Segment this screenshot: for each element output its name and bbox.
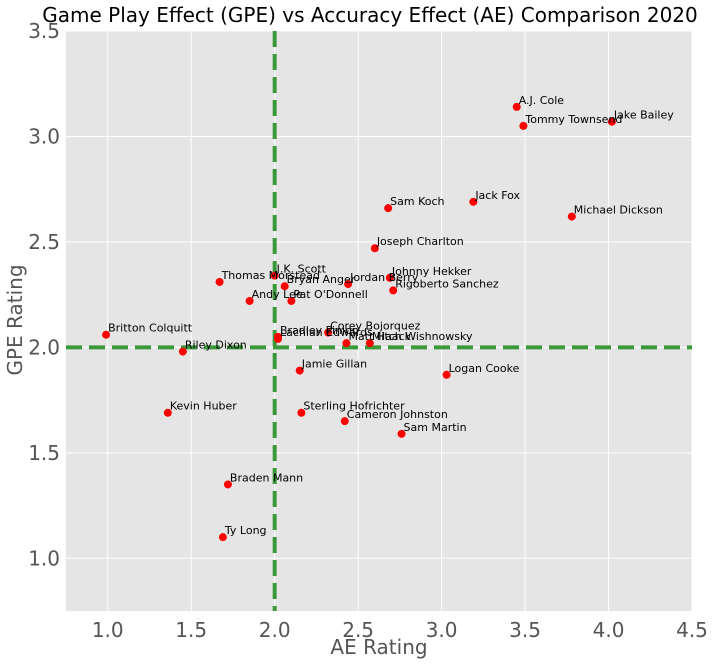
point-label: Rigoberto Sanchez	[395, 277, 499, 290]
y-axis-ticks: 1.0 1.5 2.0 2.5 3.0 3.5	[28, 19, 60, 570]
x-tick-label: 3.5	[509, 618, 541, 642]
point-label: Michael Dickson	[574, 204, 663, 217]
y-tick-label: 3.5	[28, 19, 60, 43]
point-label: A.J. Cole	[519, 94, 565, 107]
data-point	[370, 244, 379, 253]
point-label: Joseph Charlton	[376, 235, 464, 248]
y-tick-label: 3.0	[28, 124, 60, 148]
data-point	[344, 280, 353, 289]
x-tick-label: 1.5	[175, 618, 207, 642]
point-label: Riley Dixon	[185, 339, 247, 352]
data-point	[178, 347, 187, 356]
data-point	[102, 330, 111, 339]
point-label: Britton Colquitt	[108, 322, 193, 335]
data-point	[245, 296, 254, 305]
data-point	[469, 197, 478, 206]
x-tick-label: 2.5	[342, 618, 374, 642]
chart-title: Game Play Effect (GPE) vs Accuracy Effec…	[42, 3, 698, 27]
point-label: Kevin Huber	[170, 400, 237, 413]
point-label: Johnny Hekker	[391, 265, 472, 278]
data-point	[297, 408, 306, 417]
x-tick-label: 4.0	[593, 618, 625, 642]
point-label: Jack Fox	[474, 189, 520, 202]
point-label: Mitch Wishnowsky	[372, 330, 473, 343]
data-point	[223, 480, 232, 489]
x-tick-label: 3.0	[426, 618, 458, 642]
x-tick-label: 1.0	[92, 618, 124, 642]
point-label: Logan Cooke	[449, 362, 520, 375]
data-points	[102, 102, 616, 542]
point-label: Ty Long	[224, 524, 267, 537]
data-point	[342, 339, 351, 348]
data-point	[385, 273, 394, 282]
point-label: Thomas Morstead	[221, 269, 320, 282]
point-label: Jake Bailey	[613, 109, 674, 122]
data-point	[270, 271, 279, 280]
data-point	[287, 296, 296, 305]
data-point	[442, 370, 451, 379]
y-axis-label: GPE Rating	[3, 264, 27, 375]
point-label: Lachlan Edwards	[280, 326, 373, 339]
point-label: Matt Haack	[348, 330, 411, 343]
data-point	[365, 339, 374, 348]
point-label: Andy Lee	[252, 288, 303, 301]
data-point	[274, 334, 283, 343]
point-label: Jamie Gillan	[301, 358, 367, 371]
plot-area	[66, 31, 692, 611]
data-point	[519, 121, 528, 130]
data-point	[512, 102, 521, 111]
data-point	[340, 417, 349, 426]
data-point	[215, 277, 224, 286]
data-point	[218, 533, 227, 542]
data-point	[295, 366, 304, 375]
y-tick-label: 1.0	[28, 546, 60, 570]
x-tick-label: 2.0	[259, 618, 291, 642]
y-tick-label: 2.0	[28, 335, 60, 359]
point-label: Cameron Johnston	[347, 408, 448, 421]
data-point	[389, 286, 398, 295]
data-point	[397, 429, 406, 438]
point-label: Braden Mann	[230, 471, 303, 484]
point-label: Tommy Townsend	[524, 113, 622, 126]
data-point	[567, 212, 576, 221]
point-label: J.K. Scott	[276, 263, 327, 276]
data-point	[384, 204, 393, 213]
point-label: Corey Bojorquez	[330, 320, 421, 333]
x-tick-label: 4.5	[676, 618, 708, 642]
data-point	[163, 408, 172, 417]
x-axis-ticks: 1.0 1.5 2.0 2.5 3.0 3.5 4.0 4.5	[92, 618, 708, 642]
point-label: Bryan Anger	[287, 273, 356, 286]
point-label: Pat O'Donnell	[293, 288, 367, 301]
reference-lines	[66, 31, 692, 611]
point-label: Bradley Pinion	[280, 324, 359, 337]
point-label: Sam Martin	[404, 421, 467, 434]
point-label: Jordan Berry	[349, 271, 419, 284]
x-axis-label: AE Rating	[330, 635, 427, 659]
point-label: Sam Koch	[390, 195, 444, 208]
y-tick-label: 1.5	[28, 441, 60, 465]
data-point	[280, 282, 289, 291]
data-point	[607, 117, 616, 126]
y-tick-label: 2.5	[28, 230, 60, 254]
point-label: Sterling Hofrichter	[303, 400, 405, 413]
data-point	[324, 328, 333, 337]
